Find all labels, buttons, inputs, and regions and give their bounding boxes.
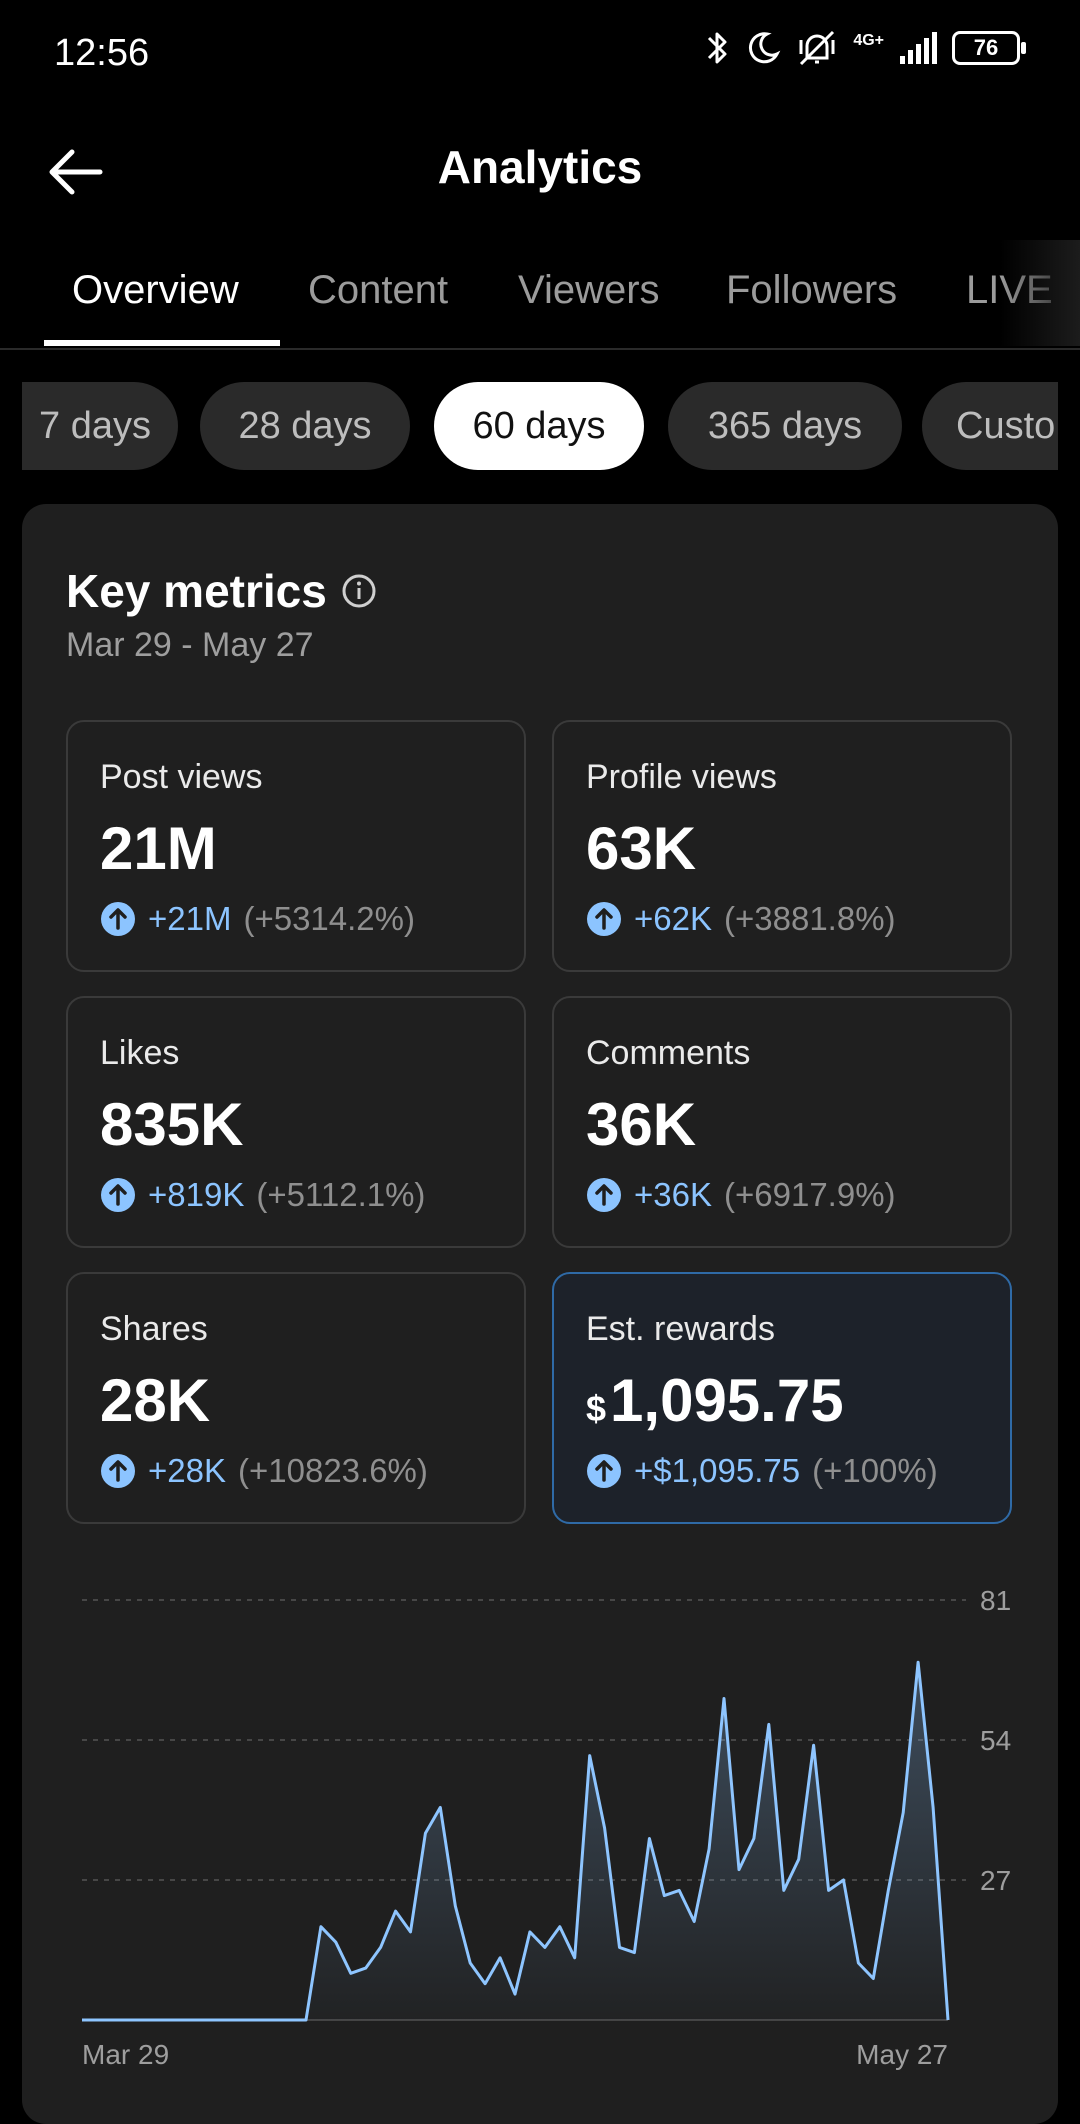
tabs-fade: [1000, 240, 1080, 346]
tab-viewers[interactable]: Viewers: [518, 268, 660, 312]
key-metrics-card: Key metrics Mar 29 - May 27 Post views 2…: [22, 504, 1058, 2124]
metric-likes[interactable]: Likes 835K +819K (+5112.1%): [66, 996, 526, 1248]
arrow-up-circle-icon: [587, 1454, 621, 1488]
metric-value: 36K: [586, 1091, 697, 1158]
signal-icon: [900, 32, 937, 64]
range-28-days[interactable]: 28 days: [200, 382, 410, 470]
metric-change: +62K (+3881.8%): [586, 900, 896, 938]
metric-change-percent: (+5314.2%): [243, 900, 415, 937]
range-60-days[interactable]: 60 days: [434, 382, 644, 470]
metric-value: $1,095.75: [586, 1366, 844, 1435]
tab-followers[interactable]: Followers: [726, 268, 898, 312]
arrow-up-circle-icon: [101, 1454, 135, 1488]
metric-change-percent: (+5112.1%): [256, 1176, 426, 1213]
tab-overview[interactable]: Overview: [72, 268, 239, 312]
currency-symbol: $: [586, 1388, 607, 1429]
status-time: 12:56: [54, 32, 150, 74]
arrow-up-circle-icon: [101, 902, 135, 936]
metric-change-percent: (+3881.8%): [724, 900, 896, 937]
metric-label: Post views: [100, 758, 263, 796]
metric-change-value: +$1,095.75: [634, 1452, 801, 1489]
chart-y-tick-label: 27: [980, 1865, 1011, 1896]
chart-y-tick-label: 54: [980, 1725, 1011, 1756]
network-label: 4G+: [853, 32, 884, 49]
arrow-up-circle-icon: [587, 902, 621, 936]
metric-profile-views[interactable]: Profile views 63K +62K (+3881.8%): [552, 720, 1012, 972]
chart-x-tick-label: Mar 29: [82, 2039, 169, 2070]
key-metrics-header: Key metrics: [66, 564, 377, 618]
vibrate-icon: [799, 30, 835, 66]
bluetooth-icon: [708, 32, 727, 64]
chart-area: [82, 1662, 948, 2020]
metric-label: Shares: [100, 1310, 208, 1348]
arrow-up-circle-icon: [587, 1178, 621, 1212]
metric-label: Est. rewards: [586, 1310, 775, 1348]
range-label: 7 days: [39, 404, 151, 447]
range-custom[interactable]: Custo: [922, 382, 1058, 470]
metric-est-rewards[interactable]: Est. rewards $1,095.75 +$1,095.75 (+100%…: [552, 1272, 1012, 1524]
metric-change-value: +28K: [148, 1452, 226, 1489]
key-metrics-date-range: Mar 29 - May 27: [66, 626, 314, 664]
date-range-selector: 7 days 28 days 60 days 365 days Custo: [22, 382, 1058, 472]
metric-label: Likes: [100, 1034, 180, 1072]
metric-change: +36K (+6917.9%): [586, 1176, 896, 1214]
metric-label: Profile views: [586, 758, 777, 796]
metric-change-percent: (+100%): [812, 1452, 938, 1489]
battery-icon: 76: [952, 31, 1026, 65]
key-metrics-title: Key metrics: [66, 565, 327, 617]
back-button[interactable]: [44, 140, 108, 204]
metric-change-value: +819K: [148, 1176, 245, 1213]
arrow-up-circle-icon: [101, 1178, 135, 1212]
metric-post-views[interactable]: Post views 21M +21M (+5314.2%): [66, 720, 526, 972]
info-icon[interactable]: [341, 573, 377, 609]
metric-shares[interactable]: Shares 28K +28K (+10823.6%): [66, 1272, 526, 1524]
metric-value: 28K: [100, 1367, 211, 1434]
metric-change: +21M (+5314.2%): [100, 900, 415, 938]
metric-change-percent: (+6917.9%): [724, 1176, 896, 1213]
metric-value: 63K: [586, 815, 697, 882]
chart-line: [82, 1660, 950, 2022]
header: Analytics: [0, 120, 1080, 220]
battery-level: 76: [973, 35, 999, 60]
metric-change-value: +36K: [634, 1176, 712, 1213]
range-365-days[interactable]: 365 days: [668, 382, 902, 470]
status-icons: 4G+ 76: [705, 28, 1026, 68]
metric-change: +$1,095.75 (+100%): [586, 1452, 938, 1490]
tab-bar: Overview Content Viewers Followers LIVE: [0, 240, 1080, 350]
metric-change: +28K (+10823.6%): [100, 1452, 428, 1490]
chart-x-tick-label: May 27: [856, 2039, 948, 2070]
metric-value: 21M: [100, 815, 217, 882]
metric-trend-chart[interactable]: 81 54 27 Mar 29 May 27: [22, 1544, 1058, 2104]
metric-change-value: +62K: [634, 900, 712, 937]
page-title: Analytics: [437, 141, 643, 193]
range-7-days[interactable]: 7 days: [22, 382, 178, 470]
arrow-left-icon: [49, 149, 103, 195]
metric-label: Comments: [586, 1034, 751, 1072]
metric-comments[interactable]: Comments 36K +36K (+6917.9%): [552, 996, 1012, 1248]
metric-value-amount: 1,095.75: [610, 1367, 844, 1434]
metric-change: +819K (+5112.1%): [100, 1176, 425, 1214]
metric-value: 835K: [100, 1091, 244, 1158]
active-tab-indicator: [44, 340, 280, 346]
moon-icon: [749, 32, 781, 64]
tab-content[interactable]: Content: [308, 268, 449, 312]
metric-change-percent: (+10823.6%): [238, 1452, 428, 1489]
metric-change-value: +21M: [148, 900, 232, 937]
status-bar: 12:56 4G+ 76: [0, 0, 1080, 110]
chart-y-tick-label: 81: [980, 1585, 1011, 1616]
